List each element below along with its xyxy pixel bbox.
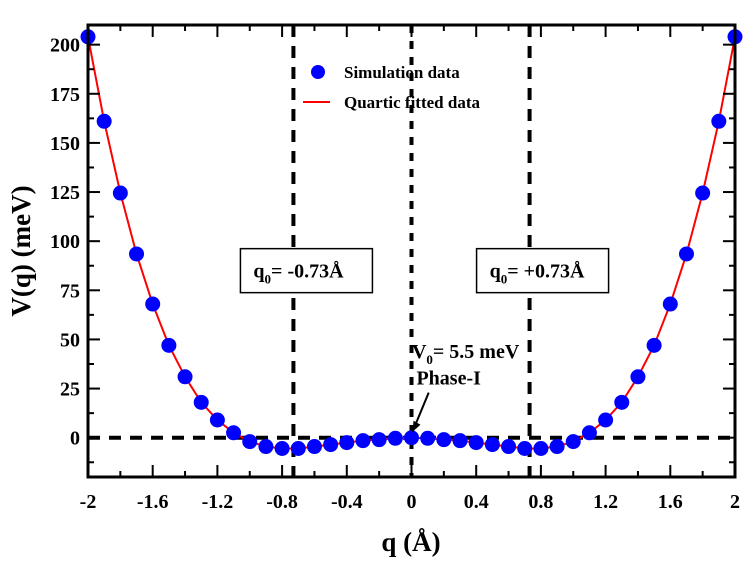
q0-left-label: q0= -0.73Å bbox=[253, 260, 344, 287]
data-point bbox=[581, 425, 597, 441]
data-point bbox=[614, 394, 630, 410]
y-tick-label: 100 bbox=[50, 231, 80, 253]
x-tick-label: -1.6 bbox=[137, 491, 169, 513]
data-point bbox=[112, 185, 128, 201]
data-points-layer bbox=[80, 29, 743, 457]
data-point bbox=[501, 439, 517, 455]
data-point bbox=[646, 337, 662, 353]
v0-barrier-label: V0= 5.5 meV bbox=[412, 341, 520, 367]
data-point bbox=[711, 113, 727, 129]
y-axis-title: V(q) (meV) bbox=[6, 185, 36, 316]
x-tick-label: -0.4 bbox=[331, 491, 363, 513]
data-point bbox=[452, 433, 468, 449]
data-point bbox=[387, 430, 403, 446]
data-point bbox=[242, 434, 258, 450]
legend-label-fit: Quartic fitted data bbox=[344, 93, 480, 112]
y-tick-label: 150 bbox=[50, 133, 80, 155]
axis-ticks: -2 -1.6 -1.2 -0.8 -0.4 0 0.4 0.8 1.2 1.6 2 0 25 50 75 1… bbox=[50, 25, 740, 513]
y-tick-label: 50 bbox=[60, 329, 80, 351]
data-point bbox=[177, 369, 193, 385]
data-point bbox=[226, 425, 242, 441]
y-tick-label: 200 bbox=[50, 35, 80, 57]
phase-label-label: Phase-I bbox=[416, 368, 481, 390]
legend: Simulation data Quartic fitted data bbox=[303, 63, 480, 112]
data-point bbox=[339, 435, 355, 451]
data-point bbox=[96, 113, 112, 129]
data-point bbox=[290, 441, 306, 457]
phase-arrowhead-icon bbox=[412, 420, 421, 432]
data-point bbox=[468, 435, 484, 451]
y-tick-label: 175 bbox=[50, 84, 80, 106]
data-point bbox=[355, 433, 371, 449]
y-tick-label: 25 bbox=[60, 379, 80, 401]
data-point bbox=[274, 441, 290, 457]
data-point bbox=[129, 246, 145, 262]
data-point bbox=[161, 337, 177, 353]
legend-marker-simulation bbox=[311, 65, 325, 79]
data-point bbox=[533, 441, 549, 457]
x-tick-label: 0.4 bbox=[464, 491, 489, 513]
q0-left-box bbox=[239, 247, 374, 294]
data-point bbox=[371, 432, 387, 448]
y-tick-label: 75 bbox=[60, 280, 80, 302]
data-point bbox=[630, 369, 646, 385]
x-tick-label: 1.6 bbox=[658, 491, 683, 513]
data-point bbox=[484, 437, 500, 453]
data-point bbox=[565, 434, 581, 450]
data-point bbox=[209, 412, 225, 428]
data-point bbox=[145, 296, 161, 312]
q0-right-label: q0= +0.73Å bbox=[490, 260, 585, 287]
x-tick-label: -2 bbox=[80, 491, 97, 513]
data-point bbox=[662, 296, 678, 312]
x-tick-label: 2 bbox=[730, 491, 740, 513]
data-point bbox=[306, 439, 322, 455]
legend-label-simulation: Simulation data bbox=[344, 63, 460, 82]
y-tick-label: 0 bbox=[70, 428, 80, 450]
y-tick-label: 125 bbox=[50, 182, 80, 204]
data-point bbox=[436, 432, 452, 448]
data-point bbox=[695, 185, 711, 201]
x-tick-label: 1.2 bbox=[593, 491, 618, 513]
x-tick-label: -0.8 bbox=[266, 491, 298, 513]
data-point bbox=[598, 412, 614, 428]
x-axis-title: q (Å) bbox=[381, 527, 440, 557]
x-tick-label: 0.8 bbox=[528, 491, 553, 513]
q0-right-box bbox=[475, 247, 610, 294]
data-point bbox=[549, 439, 565, 455]
data-point bbox=[404, 430, 419, 446]
x-tick-label: 0 bbox=[407, 491, 417, 513]
data-point bbox=[193, 394, 209, 410]
data-point bbox=[323, 437, 339, 453]
data-point bbox=[517, 441, 533, 457]
x-tick-label: -1.2 bbox=[202, 491, 234, 513]
data-point bbox=[678, 246, 694, 262]
data-point bbox=[420, 430, 436, 446]
data-point bbox=[258, 439, 274, 455]
